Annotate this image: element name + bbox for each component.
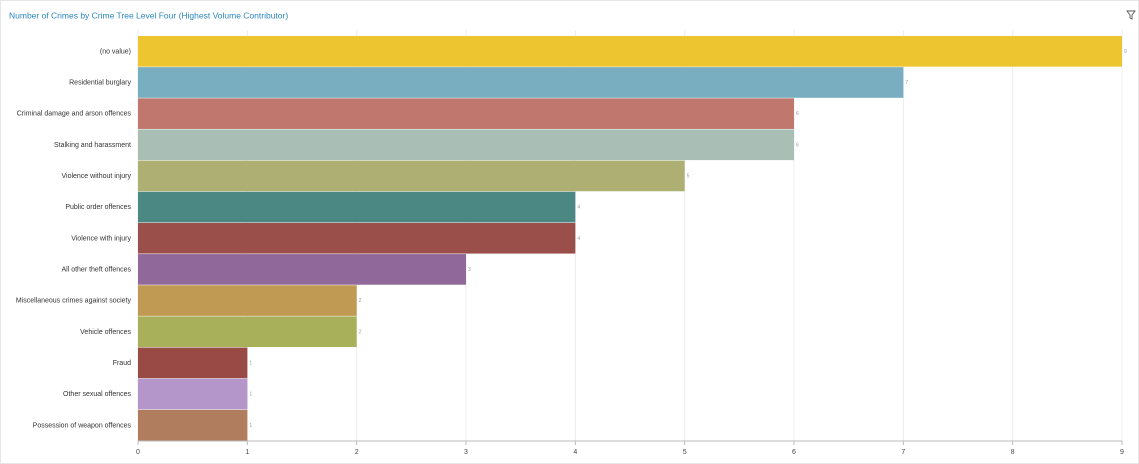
y-tick-label: Other sexual offences [63, 391, 131, 398]
value-label: 4 [577, 205, 580, 211]
x-tick-label: 8 [1011, 449, 1015, 456]
y-tick-label: All other theft offences [61, 266, 131, 273]
x-tick-label: 1 [245, 449, 249, 456]
value-label: 2 [359, 329, 362, 335]
y-tick-label: Residential burglary [69, 80, 131, 87]
x-tick-label: 9 [1120, 449, 1124, 456]
value-label: 1 [249, 423, 252, 429]
bar [138, 129, 794, 161]
x-tick-label: 3 [464, 449, 468, 456]
value-label: 4 [577, 236, 580, 242]
bar [138, 316, 357, 348]
x-tick-label: 2 [355, 449, 359, 456]
value-label: 6 [796, 111, 799, 117]
value-label: 7 [905, 80, 908, 86]
y-tick-label: Stalking and harassment [54, 142, 131, 149]
bar [138, 191, 576, 223]
y-tick-label: Vehicle offences [80, 329, 131, 336]
bar [138, 98, 794, 129]
bar [138, 67, 904, 98]
y-tick-label: (no value) [100, 48, 131, 55]
y-tick-label: Violence with injury [71, 235, 131, 242]
x-tick-label: 5 [683, 449, 687, 456]
y-tick-label: Public order offences [65, 204, 131, 211]
y-tick-label: Criminal damage and arson offences [17, 111, 132, 118]
value-label: 1 [249, 360, 252, 366]
bar [138, 285, 357, 316]
value-label: 6 [796, 142, 799, 148]
value-label: 9 [1124, 49, 1127, 55]
x-tick-label: 0 [136, 449, 140, 456]
bar [138, 222, 576, 254]
bar [138, 160, 685, 192]
value-label: 3 [468, 267, 471, 273]
value-label: 1 [249, 392, 252, 398]
y-tick-label: Violence without injury [61, 173, 131, 180]
filter-icon[interactable] [1126, 10, 1136, 20]
y-tick-label: Fraud [113, 360, 131, 367]
bar [138, 409, 248, 441]
y-tick-label: Possession of weapon offences [33, 422, 132, 429]
value-label: 2 [359, 298, 362, 304]
bar [138, 36, 1122, 67]
bar [138, 347, 248, 379]
x-tick-label: 6 [792, 449, 796, 456]
bar [138, 254, 466, 285]
x-tick-label: 7 [901, 449, 905, 456]
x-tick-label: 4 [573, 449, 577, 456]
chart-title: Number of Crimes by Crime Tree Level Fou… [9, 10, 288, 20]
value-label: 5 [687, 174, 690, 180]
y-tick-label: Miscellaneous crimes against society [16, 298, 132, 305]
bar [138, 378, 248, 410]
